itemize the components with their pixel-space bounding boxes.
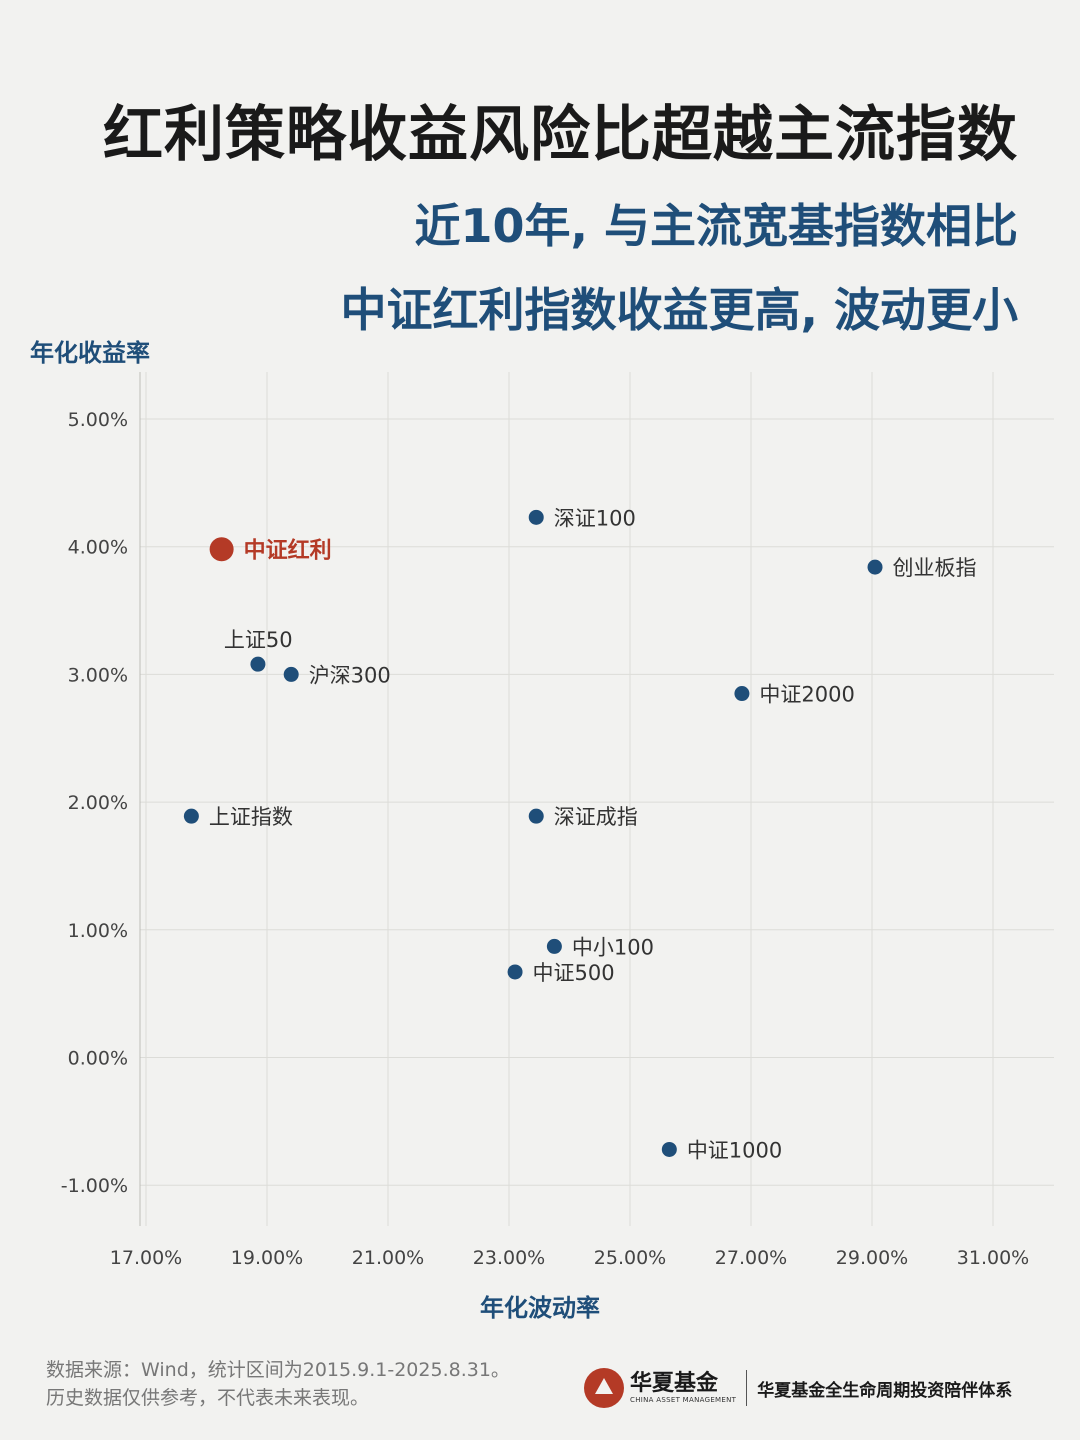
data-point — [250, 656, 266, 672]
scatter-chart: 5.00% 4.00% 3.00% 2.00% 1.00% 0.00% -1.00% 17.0… — [61, 372, 1054, 1269]
brand-english-name: CHINA ASSET MANAGEMENT — [630, 1396, 737, 1404]
data-label: 中证500 — [533, 961, 615, 985]
y-tick-label: 4.00% — [68, 537, 128, 559]
y-tick-label: 0.00% — [68, 1048, 128, 1070]
subtitle-line-1: 近10年, 与主流宽基指数相比 — [414, 199, 1018, 253]
data-label: 中证2000 — [759, 683, 854, 707]
x-axis-title: 年化波动率 — [480, 1294, 600, 1322]
x-tick-label: 17.00% — [110, 1247, 182, 1269]
data-point — [507, 964, 523, 980]
brand-block: 华夏基金 CHINA ASSET MANAGEMENT 华夏基金全生命周期投资陪… — [584, 1368, 1012, 1408]
data-point — [283, 666, 299, 682]
y-tick-label: -1.00% — [61, 1175, 128, 1197]
chart-title: 红利策略收益风险比超越主流指数 — [103, 100, 1018, 170]
x-tick-label: 25.00% — [594, 1247, 666, 1269]
data-label: 沪深300 — [309, 663, 391, 687]
data-label: 中小100 — [572, 935, 654, 959]
x-tick-label: 29.00% — [836, 1247, 908, 1269]
data-point — [546, 938, 562, 954]
data-label: 深证100 — [554, 506, 636, 530]
data-point — [661, 1141, 677, 1157]
highlight-point — [209, 537, 234, 562]
brand-tagline: 华夏基金全生命周期投资陪伴体系 — [757, 1380, 1013, 1401]
y-tick-label: 5.00% — [68, 409, 128, 431]
y-axis-title: 年化收益率 — [30, 339, 150, 367]
data-point — [528, 808, 544, 824]
data-label: 深证成指 — [554, 805, 638, 829]
x-tick-label: 27.00% — [715, 1247, 787, 1269]
brand-logo-icon — [584, 1368, 624, 1408]
data-point — [528, 509, 544, 525]
footer-note: 数据来源：Wind，统计区间为2015.9.1-2025.8.31。 历史数据仅… — [46, 1356, 510, 1412]
x-tick-label: 23.00% — [473, 1247, 545, 1269]
data-label: 上证指数 — [209, 805, 293, 829]
data-point — [183, 808, 199, 824]
data-label: 中证红利 — [244, 537, 332, 563]
source-note: 数据来源：Wind，统计区间为2015.9.1-2025.8.31。 — [46, 1359, 510, 1381]
y-tick-label: 1.00% — [68, 920, 128, 942]
x-tick-label: 31.00% — [957, 1247, 1029, 1269]
data-point — [867, 559, 883, 575]
x-tick-label: 21.00% — [352, 1247, 424, 1269]
y-tick-label: 3.00% — [68, 664, 128, 686]
brand-name: 华夏基金 — [630, 1371, 719, 1396]
y-tick-label: 2.00% — [68, 792, 128, 814]
data-point — [734, 686, 750, 702]
x-tick-label: 19.00% — [231, 1247, 303, 1269]
brand-divider — [746, 1370, 748, 1406]
data-label: 中证1000 — [687, 1138, 782, 1162]
data-label: 上证50 — [224, 628, 293, 652]
disclaimer-note: 历史数据仅供参考，不代表未来表现。 — [46, 1387, 370, 1409]
subtitle-line-2: 中证红利指数收益更高, 波动更小 — [340, 283, 1019, 337]
data-label: 创业板指 — [893, 556, 977, 580]
